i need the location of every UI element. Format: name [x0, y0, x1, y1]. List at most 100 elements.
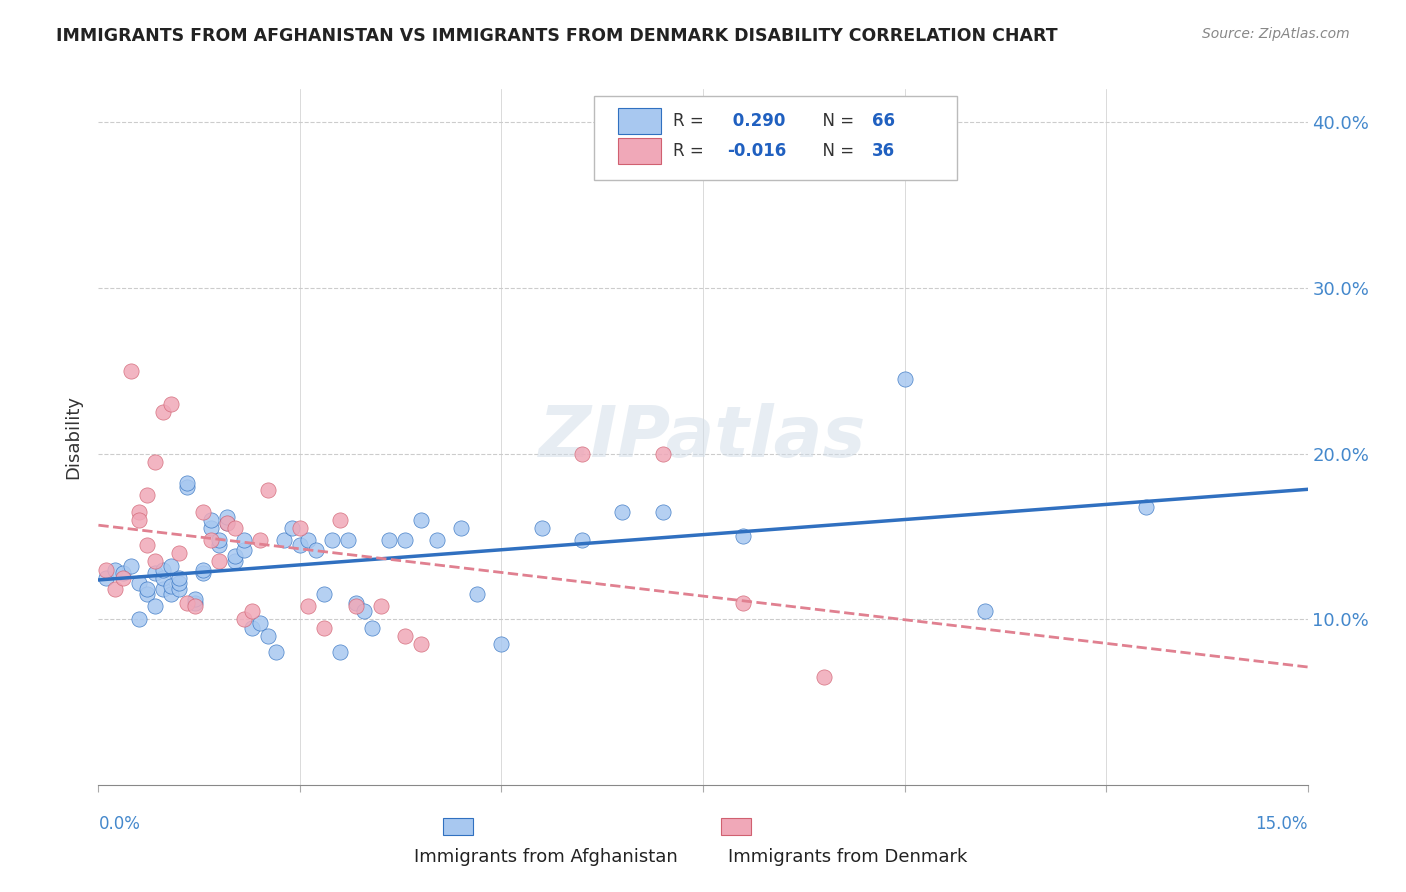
Point [111, 566, 134, 580]
Text: R =: R = [672, 112, 709, 130]
Point [152, 563, 174, 577]
Point [450, 521, 472, 535]
Point [344, 599, 367, 613]
Point [152, 405, 174, 419]
Bar [443, 818, 474, 835]
Point [314, 621, 336, 635]
Point [240, 604, 263, 618]
Point [571, 447, 593, 461]
Point [224, 521, 246, 535]
Point [465, 587, 488, 601]
Point [612, 505, 634, 519]
Point [370, 599, 392, 613]
Point [160, 579, 183, 593]
Point [111, 571, 134, 585]
Y-axis label: Disability: Disability [65, 395, 83, 479]
Point [135, 582, 157, 597]
Point [200, 513, 222, 527]
Point [217, 516, 239, 531]
Point [184, 592, 207, 607]
Point [143, 599, 166, 613]
Point [193, 505, 215, 519]
Point [232, 542, 254, 557]
Point [160, 559, 183, 574]
Point [314, 587, 336, 601]
Text: 0.0%: 0.0% [98, 814, 141, 833]
Bar [619, 138, 661, 164]
Text: Immigrants from Denmark: Immigrants from Denmark [728, 847, 967, 865]
Point [135, 587, 157, 601]
FancyBboxPatch shape [595, 96, 957, 179]
Text: 66: 66 [872, 112, 896, 130]
Point [1135, 500, 1157, 514]
Point [135, 538, 157, 552]
Point [217, 516, 239, 531]
Point [409, 513, 432, 527]
Point [224, 554, 246, 568]
Point [184, 596, 207, 610]
Text: R =: R = [672, 142, 709, 161]
Point [103, 582, 125, 597]
Point [193, 563, 215, 577]
Point [120, 364, 142, 378]
Point [176, 596, 198, 610]
Text: N =: N = [811, 142, 859, 161]
Point [208, 538, 231, 552]
Point [208, 533, 231, 547]
Point [208, 554, 231, 568]
Text: -0.016: -0.016 [727, 142, 786, 161]
Point [264, 645, 287, 659]
Point [143, 566, 166, 580]
Point [256, 629, 278, 643]
Point [256, 483, 278, 497]
Point [394, 629, 416, 643]
Point [152, 582, 174, 597]
Point [297, 533, 319, 547]
Point [160, 587, 183, 601]
Text: N =: N = [811, 112, 859, 130]
Point [733, 596, 755, 610]
Point [103, 563, 125, 577]
Point [337, 533, 360, 547]
Point [160, 397, 183, 411]
Point [733, 529, 755, 543]
Point [152, 571, 174, 585]
Text: 36: 36 [872, 142, 896, 161]
Text: Source: ZipAtlas.com: Source: ZipAtlas.com [1202, 27, 1350, 41]
Point [651, 505, 673, 519]
Bar [619, 108, 661, 135]
Point [143, 554, 166, 568]
Point [167, 546, 190, 560]
Point [240, 621, 263, 635]
Point [200, 521, 222, 535]
Point [288, 538, 311, 552]
Point [394, 533, 416, 547]
Point [120, 559, 142, 574]
Point [377, 533, 399, 547]
Point [128, 505, 150, 519]
Point [571, 533, 593, 547]
Point [249, 533, 271, 547]
Point [128, 513, 150, 527]
Point [409, 637, 432, 651]
Point [176, 476, 198, 491]
Point [651, 447, 673, 461]
Point [329, 645, 352, 659]
Point [321, 533, 343, 547]
Point [249, 615, 271, 630]
Point [232, 612, 254, 626]
Point [305, 542, 328, 557]
Point [344, 596, 367, 610]
Text: IMMIGRANTS FROM AFGHANISTAN VS IMMIGRANTS FROM DENMARK DISABILITY CORRELATION CH: IMMIGRANTS FROM AFGHANISTAN VS IMMIGRANT… [56, 27, 1057, 45]
Text: 15.0%: 15.0% [1256, 814, 1308, 833]
Point [128, 612, 150, 626]
Point [200, 533, 222, 547]
Point [224, 549, 246, 564]
Point [353, 604, 375, 618]
Point [217, 509, 239, 524]
Point [193, 566, 215, 580]
Point [96, 571, 118, 585]
Point [813, 670, 835, 684]
Point [329, 513, 352, 527]
Text: 0.290: 0.290 [727, 112, 786, 130]
